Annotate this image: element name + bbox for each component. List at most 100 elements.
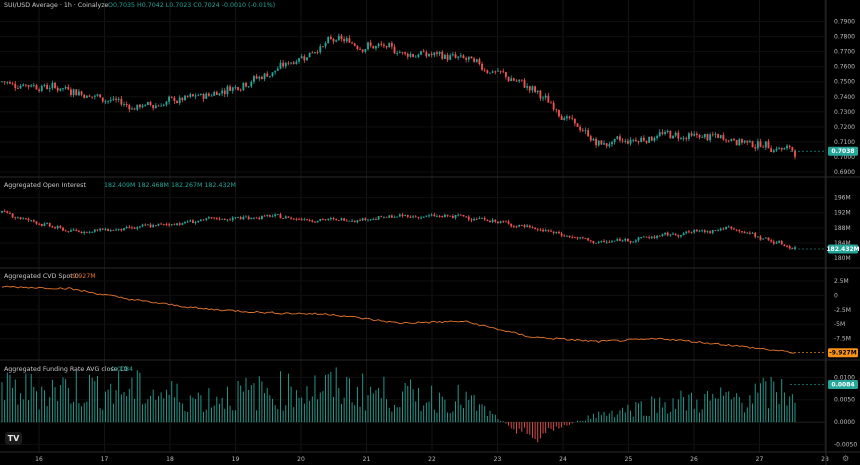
candle-body (266, 73, 269, 77)
x-tick-label: 27 (756, 456, 764, 463)
candle-body (210, 95, 213, 97)
candle-body (91, 96, 94, 98)
candle-body (417, 217, 420, 219)
candle-body (786, 145, 788, 149)
candle-body (115, 229, 117, 231)
candle-body (454, 214, 457, 218)
candle-body (634, 139, 637, 142)
candle-body (255, 217, 258, 219)
candle-body (592, 138, 595, 141)
candle-body (271, 215, 274, 217)
candle-body (46, 223, 49, 224)
candle-body (613, 138, 616, 143)
candle-body (438, 215, 441, 217)
candle-body (717, 230, 720, 232)
candle-body (449, 215, 452, 217)
candle-body (576, 123, 579, 127)
candle-body (70, 230, 72, 232)
candle-body (608, 144, 611, 147)
candle-body (205, 218, 208, 220)
candle-body (133, 227, 136, 229)
candle-body (284, 216, 287, 219)
candle-body (40, 85, 43, 91)
candle-body (398, 214, 401, 217)
candle-body (192, 220, 194, 224)
candle-body (544, 230, 547, 232)
candle-body (242, 216, 245, 220)
y-tick-label: 0.7800 (834, 34, 855, 41)
candle-body (131, 108, 133, 110)
candle-body (123, 104, 125, 105)
candle-body (629, 139, 632, 144)
y-tick-label: 2.5M (834, 278, 849, 285)
candle-body (356, 45, 359, 50)
candle-body (160, 223, 163, 225)
candle-body (632, 139, 635, 141)
candle-body (573, 237, 576, 239)
candle-body (637, 141, 640, 143)
candle-body (131, 227, 133, 229)
candle-body (698, 135, 701, 138)
candle-body (245, 82, 247, 87)
candle-body (406, 215, 409, 217)
candle-body (512, 226, 515, 228)
candle-body (698, 230, 701, 232)
candle-body (282, 218, 285, 219)
candle-body (48, 223, 51, 227)
candle-body (526, 86, 529, 88)
candle-body (141, 105, 144, 108)
y-tick-label: -0.0050 (834, 441, 857, 448)
candle-body (112, 230, 115, 231)
tradingview-logo-icon[interactable]: TV (5, 432, 22, 445)
candle-body (475, 218, 478, 220)
candle-body (690, 232, 693, 234)
candle-body (685, 231, 688, 234)
gear-icon[interactable]: ⚙ (842, 454, 850, 463)
candle-body (780, 241, 783, 245)
candle-body (56, 226, 59, 229)
candle-body (178, 223, 181, 225)
candle-body (223, 218, 226, 221)
y-tick-label: -7.5M (834, 336, 851, 343)
candle-body (123, 228, 125, 231)
candle-body (382, 216, 385, 218)
y-tick-label: 0.7000 (834, 154, 855, 161)
candle-body (738, 139, 741, 146)
candle-body (311, 52, 314, 54)
candle-body (664, 232, 666, 235)
candle-body (518, 224, 521, 227)
candle-body (9, 82, 11, 84)
candle-body (343, 218, 346, 221)
candle-body (531, 227, 534, 228)
candle-body (441, 216, 444, 218)
candle-body (486, 219, 489, 221)
candle-body (555, 109, 558, 111)
candle-body (661, 234, 664, 236)
candle-body (245, 216, 247, 218)
candle-body (600, 140, 603, 145)
candle-body (449, 55, 452, 60)
candle-body (748, 232, 751, 234)
candle-body (234, 217, 237, 219)
candle-body (11, 213, 14, 218)
candle-body (375, 46, 377, 49)
candle-body (229, 219, 232, 221)
x-tick-label: 20 (297, 456, 305, 463)
candle-body (260, 76, 263, 79)
candle-body (96, 229, 99, 231)
candle-body (748, 141, 751, 143)
candle-body (473, 218, 476, 221)
candle-body (319, 46, 322, 53)
candle-body (497, 70, 499, 72)
candle-body (650, 236, 653, 238)
candle-body (255, 76, 258, 79)
candle-body (390, 215, 393, 218)
candle-body (534, 86, 537, 93)
candle-body (531, 86, 534, 91)
candle-body (6, 211, 9, 213)
candle-body (536, 229, 539, 230)
candle-body (571, 117, 574, 119)
candle-body (756, 141, 759, 149)
candle-body (613, 240, 616, 242)
